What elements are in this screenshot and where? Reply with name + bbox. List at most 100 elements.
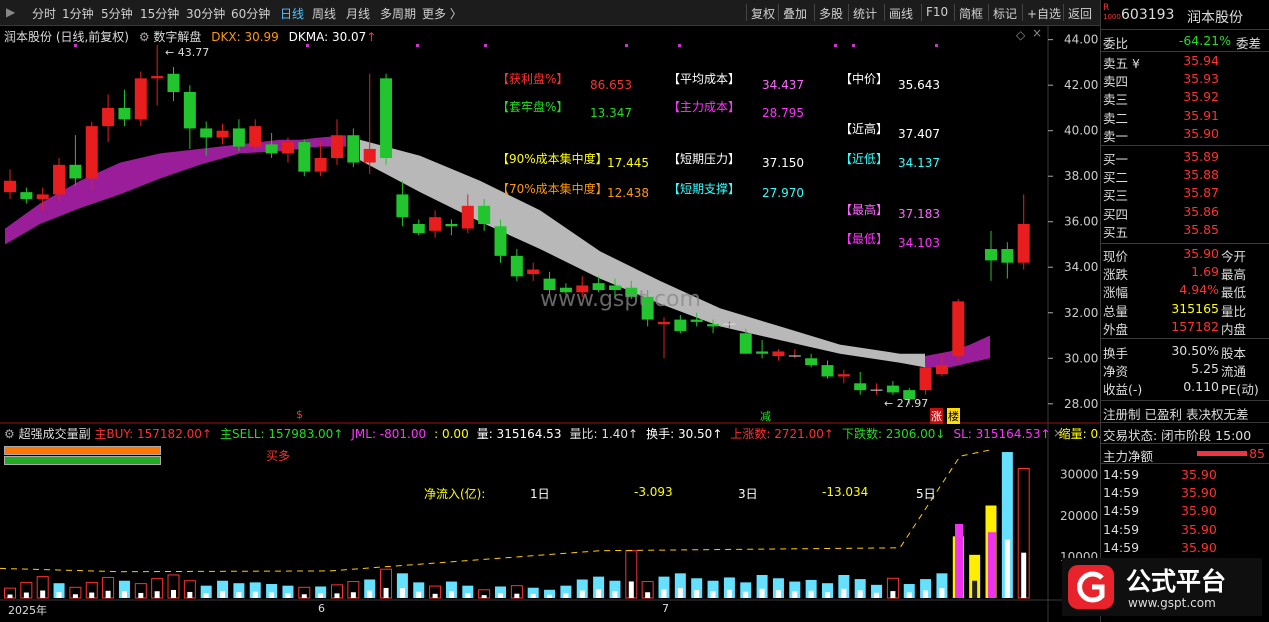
- candle: [20, 187, 33, 204]
- candle: [167, 66, 180, 102]
- volume-bar: [462, 585, 474, 598]
- volume-bar: [217, 580, 229, 598]
- period-tab-7[interactable]: 周线: [312, 7, 337, 21]
- volume-bar: [691, 578, 703, 598]
- period-tab-4[interactable]: 30分钟: [186, 7, 226, 21]
- volume-bar: [183, 580, 196, 599]
- toolbar-action-2[interactable]: 多股: [819, 7, 844, 21]
- period-tab-10[interactable]: 更多 〉: [422, 7, 462, 21]
- period-tab-3[interactable]: 15分钟: [140, 7, 180, 21]
- period-toolbar: 分时 1分钟 5分钟 15分钟 30分钟 60分钟 日线 周线 月线 多周期 更多 〉 ▶ 复权 叠加 多股…: [0, 0, 1100, 26]
- diamond-icon[interactable]: ◇: [1016, 28, 1026, 42]
- ask-row-1: 卖四 35.93: [1103, 71, 1219, 90]
- volume-inner-bar: [988, 532, 996, 598]
- zhang-tag: 涨: [930, 408, 943, 424]
- tick-row-3: 14:59 35.90: [1103, 521, 1217, 537]
- volume-stat-8: 下跌数: 2306.00↓: [841, 427, 946, 441]
- ask-row-3: 卖二 35.91: [1103, 107, 1219, 126]
- info-label-10: 【近低】: [840, 152, 889, 166]
- candle: [1017, 194, 1030, 270]
- stat2-row-0: 换手 30.50% 股本: [1103, 343, 1247, 361]
- top-marker-4: [625, 44, 628, 47]
- tick-row-1: 14:59 35.90: [1103, 485, 1217, 501]
- netflow-period-1: 1日: [530, 487, 550, 501]
- netflow-value-3: -13.034: [822, 485, 869, 499]
- candle: [935, 353, 948, 377]
- legend-bar-green: [4, 456, 161, 465]
- volume-bar: [544, 589, 556, 598]
- ask-row-2: 卖三 35.92: [1103, 89, 1219, 108]
- volume-bar: [266, 584, 278, 598]
- info-label-12: 【最低】: [840, 232, 889, 246]
- volume-bar: [822, 583, 833, 598]
- candle: [625, 280, 638, 300]
- stat2-row-1: 净资 5.25 流通: [1103, 361, 1247, 380]
- volume-bar: [886, 577, 899, 599]
- volume-bar: [20, 581, 33, 599]
- main-net-bar: [1197, 451, 1247, 456]
- toolbar-action-1[interactable]: 叠加: [783, 7, 808, 21]
- volume-bar: [200, 585, 212, 598]
- toolbar-action-4[interactable]: 画线: [889, 7, 914, 21]
- toolbar-arrow-icon[interactable]: ▶: [6, 5, 16, 19]
- bid-row-0: 买一 35.89: [1103, 149, 1219, 167]
- candle: [543, 271, 556, 295]
- toolbar-action-3[interactable]: 统计: [853, 7, 878, 21]
- candle: [788, 349, 801, 359]
- volume-header: ⚙ 超强成交量副 主BUY: 157182.00↑ 主SELL: 157983.0…: [4, 425, 1118, 442]
- candle: [232, 119, 245, 152]
- toolbar-action-8[interactable]: +自选: [1027, 7, 1062, 21]
- stat-row-0: 现价 35.90 今开: [1103, 246, 1247, 264]
- ask-row-0: 卖五 ¥35.94: [1103, 53, 1219, 71]
- toolbar-action-6[interactable]: 简框: [959, 7, 984, 21]
- volume-indicator-name[interactable]: 超强成交量副: [18, 427, 95, 441]
- info-label-9: 【近高】: [840, 122, 889, 136]
- volume-bar: [723, 577, 735, 598]
- stat-row-4: 外盘 157182 内盘: [1103, 318, 1247, 337]
- info-value-5: 28.795: [762, 106, 804, 120]
- volume-settings-icon[interactable]: ⚙: [4, 427, 19, 441]
- volume-bar: [298, 586, 311, 599]
- info-value-6: 37.150: [762, 156, 804, 170]
- settings-icon[interactable]: ⚙: [138, 30, 150, 44]
- toolbar-action-5[interactable]: F10: [926, 5, 949, 19]
- period-tab-1[interactable]: 1分钟: [62, 7, 94, 21]
- volume-bar: [789, 581, 801, 598]
- period-tab-0[interactable]: 分时: [32, 7, 57, 21]
- candle: [102, 94, 115, 143]
- price-tick: 40.00: [1064, 124, 1098, 138]
- candle: [216, 123, 229, 145]
- close-chart-icon[interactable]: ×: [1032, 26, 1043, 40]
- date-label-june: 6: [318, 602, 325, 615]
- volume-stat-3: : 0.00: [434, 427, 469, 441]
- brand-name: 公式平台: [1126, 567, 1227, 596]
- toolbar-action-7[interactable]: 标记: [993, 7, 1018, 21]
- volume-bar: [593, 576, 605, 598]
- volume-bar: [282, 585, 294, 598]
- volume-bar: [364, 579, 376, 598]
- info-label-3: 【70%成本集中度】: [497, 182, 608, 196]
- info-label-7: 【短期支撑】: [668, 182, 741, 196]
- info-label-6: 【短期压力】: [668, 152, 741, 166]
- volume-bar: [838, 574, 850, 598]
- volume-bar: [413, 582, 425, 598]
- toolbar-action-0[interactable]: 复权: [751, 7, 776, 21]
- candle: [445, 219, 458, 236]
- period-tab-5[interactable]: 60分钟: [231, 7, 271, 21]
- candle: [837, 369, 850, 384]
- volume-bar: [134, 583, 147, 599]
- volume-bar: [854, 579, 866, 598]
- period-tab-2[interactable]: 5分钟: [101, 7, 133, 21]
- period-tab-6[interactable]: 日线: [280, 7, 305, 21]
- volume-stat-7: 上涨数: 2721.00↑: [730, 427, 834, 441]
- toolbar-action-9[interactable]: 返回: [1068, 7, 1093, 21]
- period-tab-9[interactable]: 多周期: [380, 7, 417, 21]
- volume-bar: [429, 585, 442, 599]
- bid-row-3: 买四 35.86: [1103, 203, 1219, 222]
- close-volume-icon[interactable]: ×: [1053, 426, 1064, 440]
- volume-bar: [527, 587, 539, 598]
- tags-row: 注册制 已盈利 表决权无差: [1103, 407, 1249, 422]
- indicator-name[interactable]: 数字解盘: [153, 30, 202, 44]
- period-tab-8[interactable]: 月线: [346, 7, 371, 21]
- volume-bar: [396, 573, 408, 598]
